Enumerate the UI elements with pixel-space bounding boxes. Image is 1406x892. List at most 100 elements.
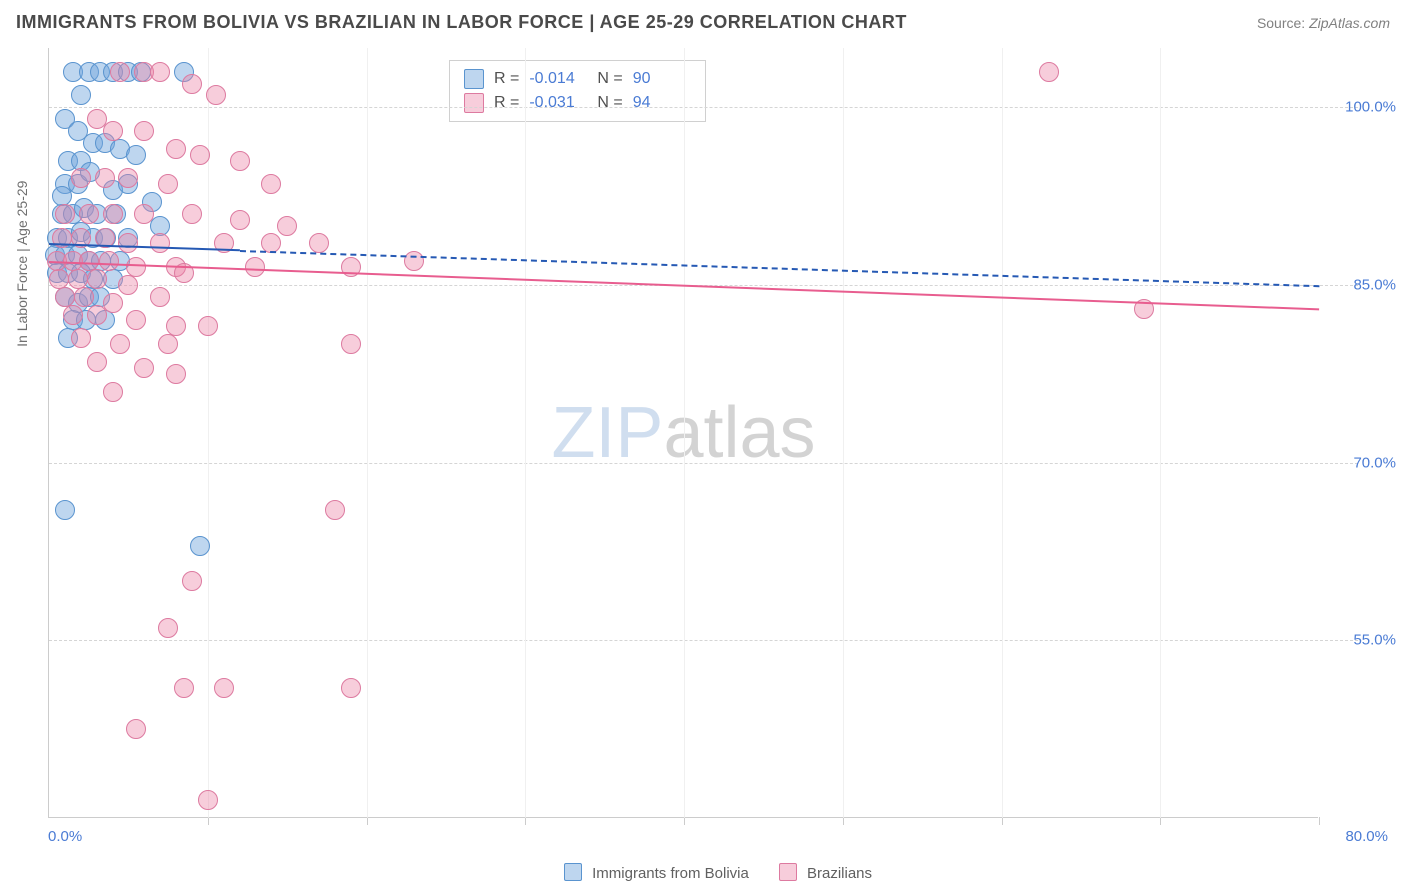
data-point xyxy=(118,233,138,253)
data-point xyxy=(126,310,146,330)
data-point xyxy=(166,139,186,159)
data-point xyxy=(150,287,170,307)
data-point xyxy=(134,358,154,378)
data-point xyxy=(404,251,424,271)
watermark-part-b: atlas xyxy=(663,393,815,473)
r-value: -0.014 xyxy=(529,70,587,88)
data-point xyxy=(198,790,218,810)
legend-swatch xyxy=(779,863,797,881)
y-axis-title: In Labor Force | Age 25-29 xyxy=(14,181,30,347)
data-point xyxy=(1039,62,1059,82)
data-point xyxy=(79,204,99,224)
data-point xyxy=(174,678,194,698)
r-value: -0.031 xyxy=(529,94,587,112)
trend-line xyxy=(239,250,1319,287)
source-attribution: Source: ZipAtlas.com xyxy=(1257,15,1390,31)
data-point xyxy=(190,536,210,556)
data-point xyxy=(206,85,226,105)
watermark-part-a: ZIP xyxy=(551,393,663,473)
data-point xyxy=(150,62,170,82)
data-point xyxy=(52,186,72,206)
data-point xyxy=(158,618,178,638)
legend-bottom: Immigrants from Bolivia Brazilians xyxy=(0,863,1406,882)
x-tick xyxy=(1160,817,1161,825)
n-value: 90 xyxy=(633,70,691,88)
data-point xyxy=(134,204,154,224)
data-point xyxy=(74,287,94,307)
x-tick xyxy=(684,817,685,825)
data-point xyxy=(230,151,250,171)
data-point xyxy=(182,74,202,94)
chart-title: IMMIGRANTS FROM BOLIVIA VS BRAZILIAN IN … xyxy=(16,12,907,33)
gridline-v xyxy=(367,48,368,817)
data-point xyxy=(71,85,91,105)
scatter-chart: ZIPatlas R =-0.014N =90R =-0.031N =94 55… xyxy=(48,48,1318,818)
x-tick xyxy=(367,817,368,825)
gridline-h xyxy=(49,463,1358,464)
correlation-row: R = -0.031 N = 94 xyxy=(464,91,691,115)
gridline-v xyxy=(1002,48,1003,817)
data-point xyxy=(126,145,146,165)
n-value: 94 xyxy=(633,94,691,112)
correlation-legend: R = -0.014 N = 90 R = -0.031 N = 94 xyxy=(449,60,706,122)
x-tick xyxy=(843,817,844,825)
data-point xyxy=(126,719,146,739)
data-point xyxy=(55,204,75,224)
data-point xyxy=(341,334,361,354)
gridline-v xyxy=(208,48,209,817)
y-tick-label: 55.0% xyxy=(1353,632,1396,649)
legend-label: Brazilians xyxy=(803,865,872,882)
data-point xyxy=(118,275,138,295)
n-label: N = xyxy=(597,94,622,112)
data-point xyxy=(71,328,91,348)
data-point xyxy=(71,168,91,188)
legend-swatch xyxy=(464,69,484,89)
data-point xyxy=(245,257,265,277)
data-point xyxy=(95,168,115,188)
data-point xyxy=(110,334,130,354)
x-axis-max-label: 80.0% xyxy=(1345,828,1388,845)
data-point xyxy=(87,269,107,289)
gridline-v xyxy=(1160,48,1161,817)
source-label: Source: xyxy=(1257,15,1305,31)
data-point xyxy=(198,316,218,336)
data-point xyxy=(103,204,123,224)
legend-swatch xyxy=(464,93,484,113)
data-point xyxy=(325,500,345,520)
gridline-h xyxy=(49,640,1358,641)
data-point xyxy=(309,233,329,253)
y-tick-label: 100.0% xyxy=(1345,99,1396,116)
data-point xyxy=(158,334,178,354)
legend-label: Immigrants from Bolivia xyxy=(588,865,749,882)
gridline-h xyxy=(49,107,1358,108)
data-point xyxy=(134,121,154,141)
data-point xyxy=(150,233,170,253)
data-point xyxy=(158,174,178,194)
data-point xyxy=(103,382,123,402)
y-tick-label: 85.0% xyxy=(1353,276,1396,293)
data-point xyxy=(166,364,186,384)
data-point xyxy=(87,352,107,372)
data-point xyxy=(190,145,210,165)
x-tick xyxy=(208,817,209,825)
data-point xyxy=(182,571,202,591)
data-point xyxy=(261,174,281,194)
y-tick-label: 70.0% xyxy=(1353,454,1396,471)
data-point xyxy=(103,121,123,141)
data-point xyxy=(110,62,130,82)
legend-swatch xyxy=(564,863,582,881)
n-label: N = xyxy=(597,70,622,88)
data-point xyxy=(87,305,107,325)
data-point xyxy=(214,678,234,698)
source-value: ZipAtlas.com xyxy=(1309,15,1390,31)
data-point xyxy=(277,216,297,236)
data-point xyxy=(230,210,250,230)
correlation-row: R =-0.014N =90 xyxy=(464,67,691,91)
x-tick xyxy=(1002,817,1003,825)
data-point xyxy=(55,500,75,520)
data-point xyxy=(341,678,361,698)
gridline-v xyxy=(525,48,526,817)
r-label: R = xyxy=(494,94,519,112)
data-point xyxy=(63,305,83,325)
data-point xyxy=(118,168,138,188)
